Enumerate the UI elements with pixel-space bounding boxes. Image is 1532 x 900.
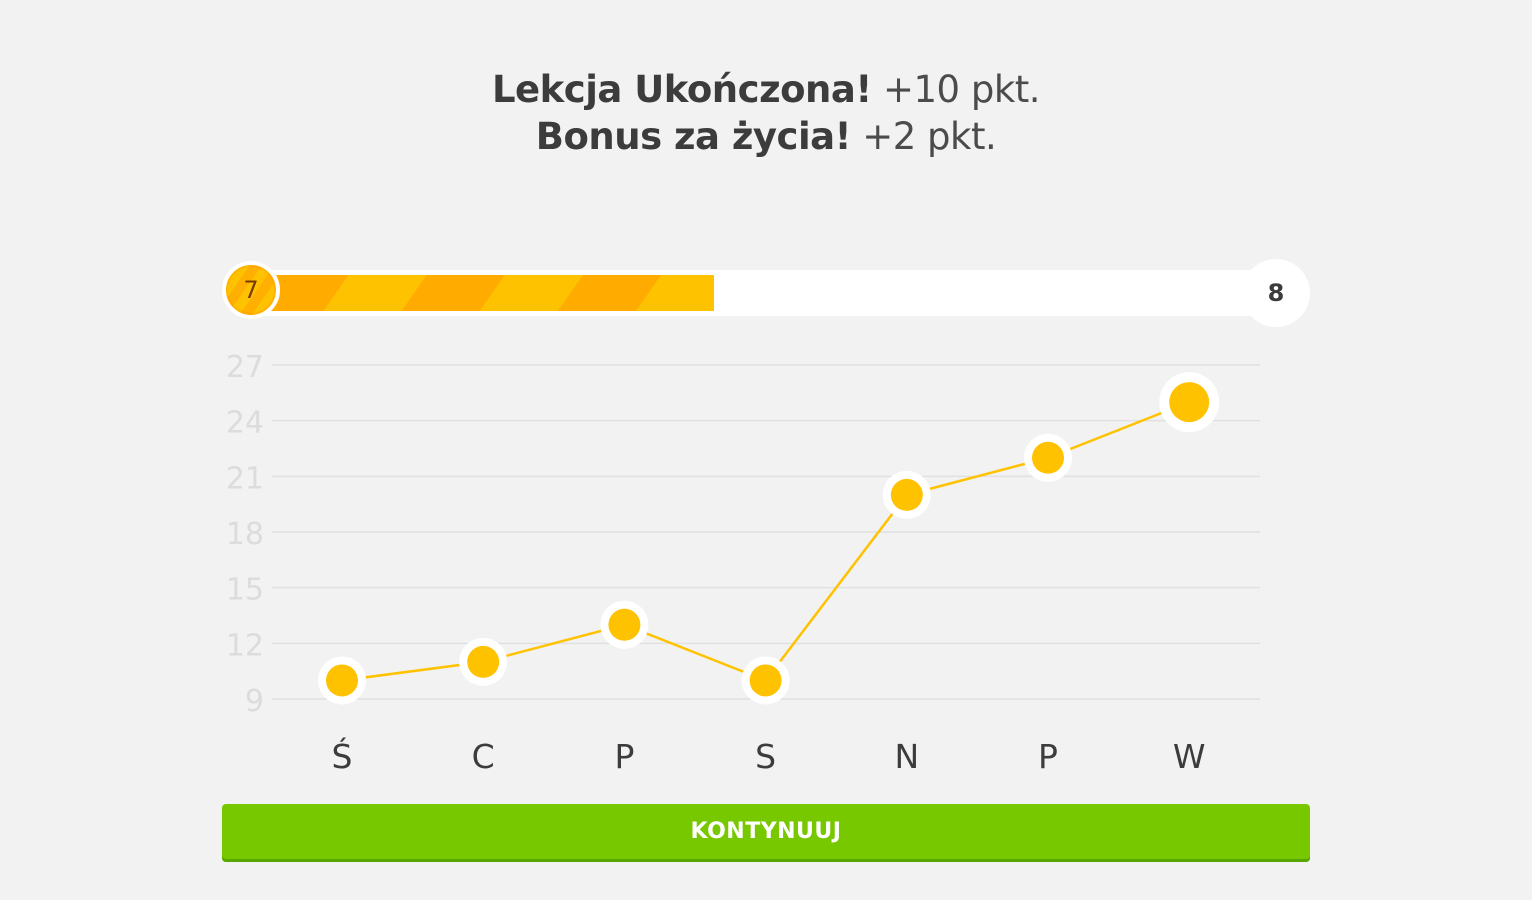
x-tick-label: P xyxy=(1038,737,1058,776)
xp-points xyxy=(318,372,1220,705)
data-point xyxy=(1159,372,1220,433)
bonus-line: Bonus za życia! +2 pkt. xyxy=(0,115,1532,158)
bonus-label: Bonus za życia! xyxy=(535,115,852,158)
y-tick-label: 18 xyxy=(226,517,264,552)
data-point-dot xyxy=(749,664,782,697)
data-point xyxy=(600,600,649,649)
y-axis-ticks: 27 24 21 18 15 12 9 xyxy=(226,350,264,719)
y-tick-label: 24 xyxy=(226,406,264,441)
x-tick-label: S xyxy=(755,737,776,776)
x-tick-label: P xyxy=(614,737,634,776)
y-tick-label: 15 xyxy=(226,573,264,608)
next-level-number: 8 xyxy=(1267,279,1285,307)
data-point-dot xyxy=(890,478,923,511)
x-tick-label: W xyxy=(1173,737,1206,776)
data-point xyxy=(741,656,790,705)
y-tick-label: 12 xyxy=(226,628,264,663)
x-tick-label: C xyxy=(472,737,495,776)
bonus-points: +2 pkt. xyxy=(862,115,997,158)
data-point-dot xyxy=(467,645,500,678)
x-tick-label: Ś xyxy=(332,736,353,776)
data-point xyxy=(318,656,366,705)
level-progress-bar xyxy=(226,270,1308,316)
current-level-badge: 7 xyxy=(222,261,280,319)
y-tick-label: 21 xyxy=(226,461,264,496)
next-level-badge: 8 xyxy=(1242,259,1310,327)
data-point-dot xyxy=(608,608,641,641)
continue-button[interactable]: KONTYNUUJ xyxy=(222,804,1310,862)
data-point xyxy=(459,637,508,686)
current-level-number: 7 xyxy=(243,276,259,304)
data-point xyxy=(1024,433,1072,482)
level-progress-fill xyxy=(256,275,714,311)
y-tick-label: 27 xyxy=(226,350,264,385)
data-point-dot xyxy=(326,664,358,697)
lesson-points: +10 pkt. xyxy=(882,68,1041,111)
x-tick-label: N xyxy=(894,737,919,776)
data-point xyxy=(882,470,931,519)
lesson-complete-label: Lekcja Ukończona! xyxy=(491,68,872,111)
data-point-dot xyxy=(1169,382,1210,423)
lesson-complete-line: Lekcja Ukończona! +10 pkt. xyxy=(0,68,1532,111)
chart-grid xyxy=(272,364,1260,700)
weekly-xp-chart: 27 24 21 18 15 12 9 Ś C P S N P W xyxy=(226,350,1260,776)
data-point-dot xyxy=(1032,441,1064,474)
y-tick-label: 9 xyxy=(245,684,264,719)
